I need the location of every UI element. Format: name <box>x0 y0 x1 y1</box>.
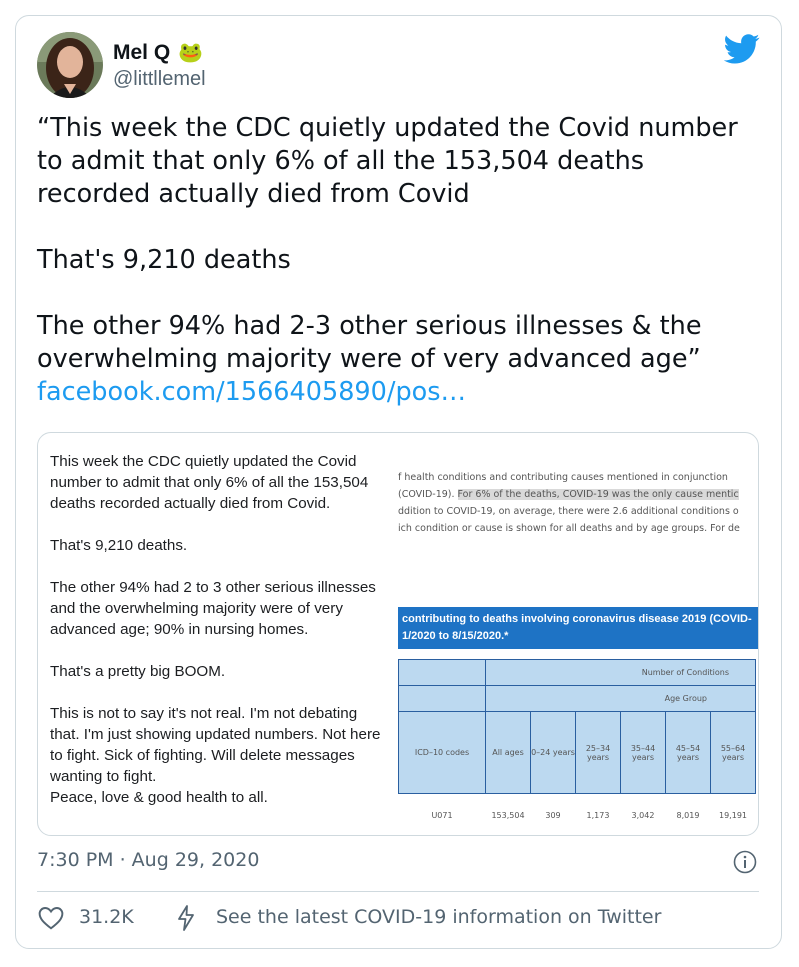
table-title-line-1: contributing to deaths involving coronav… <box>402 613 752 625</box>
table-title-band: contributing to deaths involving coronav… <box>398 607 758 649</box>
doc-line-3: ddition to COVID-19, on average, there w… <box>398 506 739 517</box>
tweet-link[interactable]: facebook.com/1566405890/pos… <box>37 377 467 407</box>
tweet-text: “This week the CDC quietly updated the C… <box>37 112 757 409</box>
doc-highlight: For 6% of the deaths, COVID-19 was the o… <box>457 489 739 500</box>
table-header-blank-2 <box>398 685 486 712</box>
info-icon[interactable] <box>733 850 757 874</box>
table-row-code: U071 <box>431 811 453 821</box>
table-header-conditions: Number of Conditions <box>485 659 756 686</box>
tweet-paragraph-1: “This week the CDC quietly updated the C… <box>37 113 738 209</box>
table-col: 25–34 years <box>575 711 621 794</box>
avatar[interactable] <box>37 32 103 98</box>
table-col: 35–44 years <box>620 711 666 794</box>
tweet-paragraph-2: That's 9,210 deaths <box>37 245 291 275</box>
fb-paragraph-2: That's 9,210 deaths. <box>50 537 188 554</box>
media-image[interactable]: This week the CDC quietly updated the Co… <box>37 432 759 836</box>
table-cell: 309 <box>545 811 561 821</box>
flash-icon <box>176 904 196 932</box>
author-name-row[interactable]: Mel Q 🐸 <box>113 40 203 65</box>
fb-paragraph-3: The other 94% had 2 to 3 other serious i… <box>50 579 376 638</box>
conditions-table: Number of Conditions Age Group ICD–10 co… <box>398 659 758 835</box>
cdc-document-screenshot: f health conditions and contributing cau… <box>398 469 758 835</box>
timestamp[interactable]: 7:30 PM · Aug 29, 2020 <box>37 849 260 871</box>
covid-info-link[interactable]: See the latest COVID-19 information on T… <box>216 906 662 928</box>
table-header-blank <box>398 659 486 686</box>
twitter-bird-icon[interactable] <box>723 34 760 64</box>
divider <box>37 891 759 892</box>
table-cell: 19,191 <box>719 811 747 821</box>
table-col: 45–54 years <box>665 711 711 794</box>
author-handle[interactable]: @littllemel <box>113 68 206 90</box>
fb-paragraph-5: This is not to say it's not real. I'm no… <box>50 705 381 785</box>
table-cell: 1,173 <box>586 811 610 821</box>
facebook-post-screenshot: This week the CDC quietly updated the Co… <box>50 451 390 808</box>
table-col: 0–24 years <box>530 711 576 794</box>
fb-paragraph-1: This week the CDC quietly updated the Co… <box>50 453 369 512</box>
table-header-age-group: Age Group <box>485 685 756 712</box>
doc-line-4: ich condition or cause is shown for all … <box>398 523 740 534</box>
author-name[interactable]: Mel Q <box>113 40 171 64</box>
fb-paragraph-4: That's a pretty big BOOM. <box>50 663 226 680</box>
like-count[interactable]: 31.2K <box>79 906 134 928</box>
table-col-codes: ICD–10 codes <box>398 711 486 794</box>
frog-emoji: 🐸 <box>178 42 204 64</box>
table-title-line-2: 1/2020 to 8/15/2020.* <box>402 630 509 642</box>
table-col: All ages <box>485 711 531 794</box>
table-cell: 153,504 <box>491 811 525 821</box>
table-cell: 3,042 <box>631 811 655 821</box>
doc-line-2: (COVID-19). For 6% of the deaths, COVID-… <box>398 489 739 500</box>
table-col: 55–64 years <box>710 711 756 794</box>
doc-line-1: f health conditions and contributing cau… <box>398 472 728 483</box>
fb-paragraph-6: Peace, love & good health to all. <box>50 789 268 806</box>
table-cell: 8,019 <box>676 811 700 821</box>
heart-icon[interactable] <box>38 906 64 930</box>
tweet-paragraph-3: The other 94% had 2-3 other serious illn… <box>37 311 702 374</box>
